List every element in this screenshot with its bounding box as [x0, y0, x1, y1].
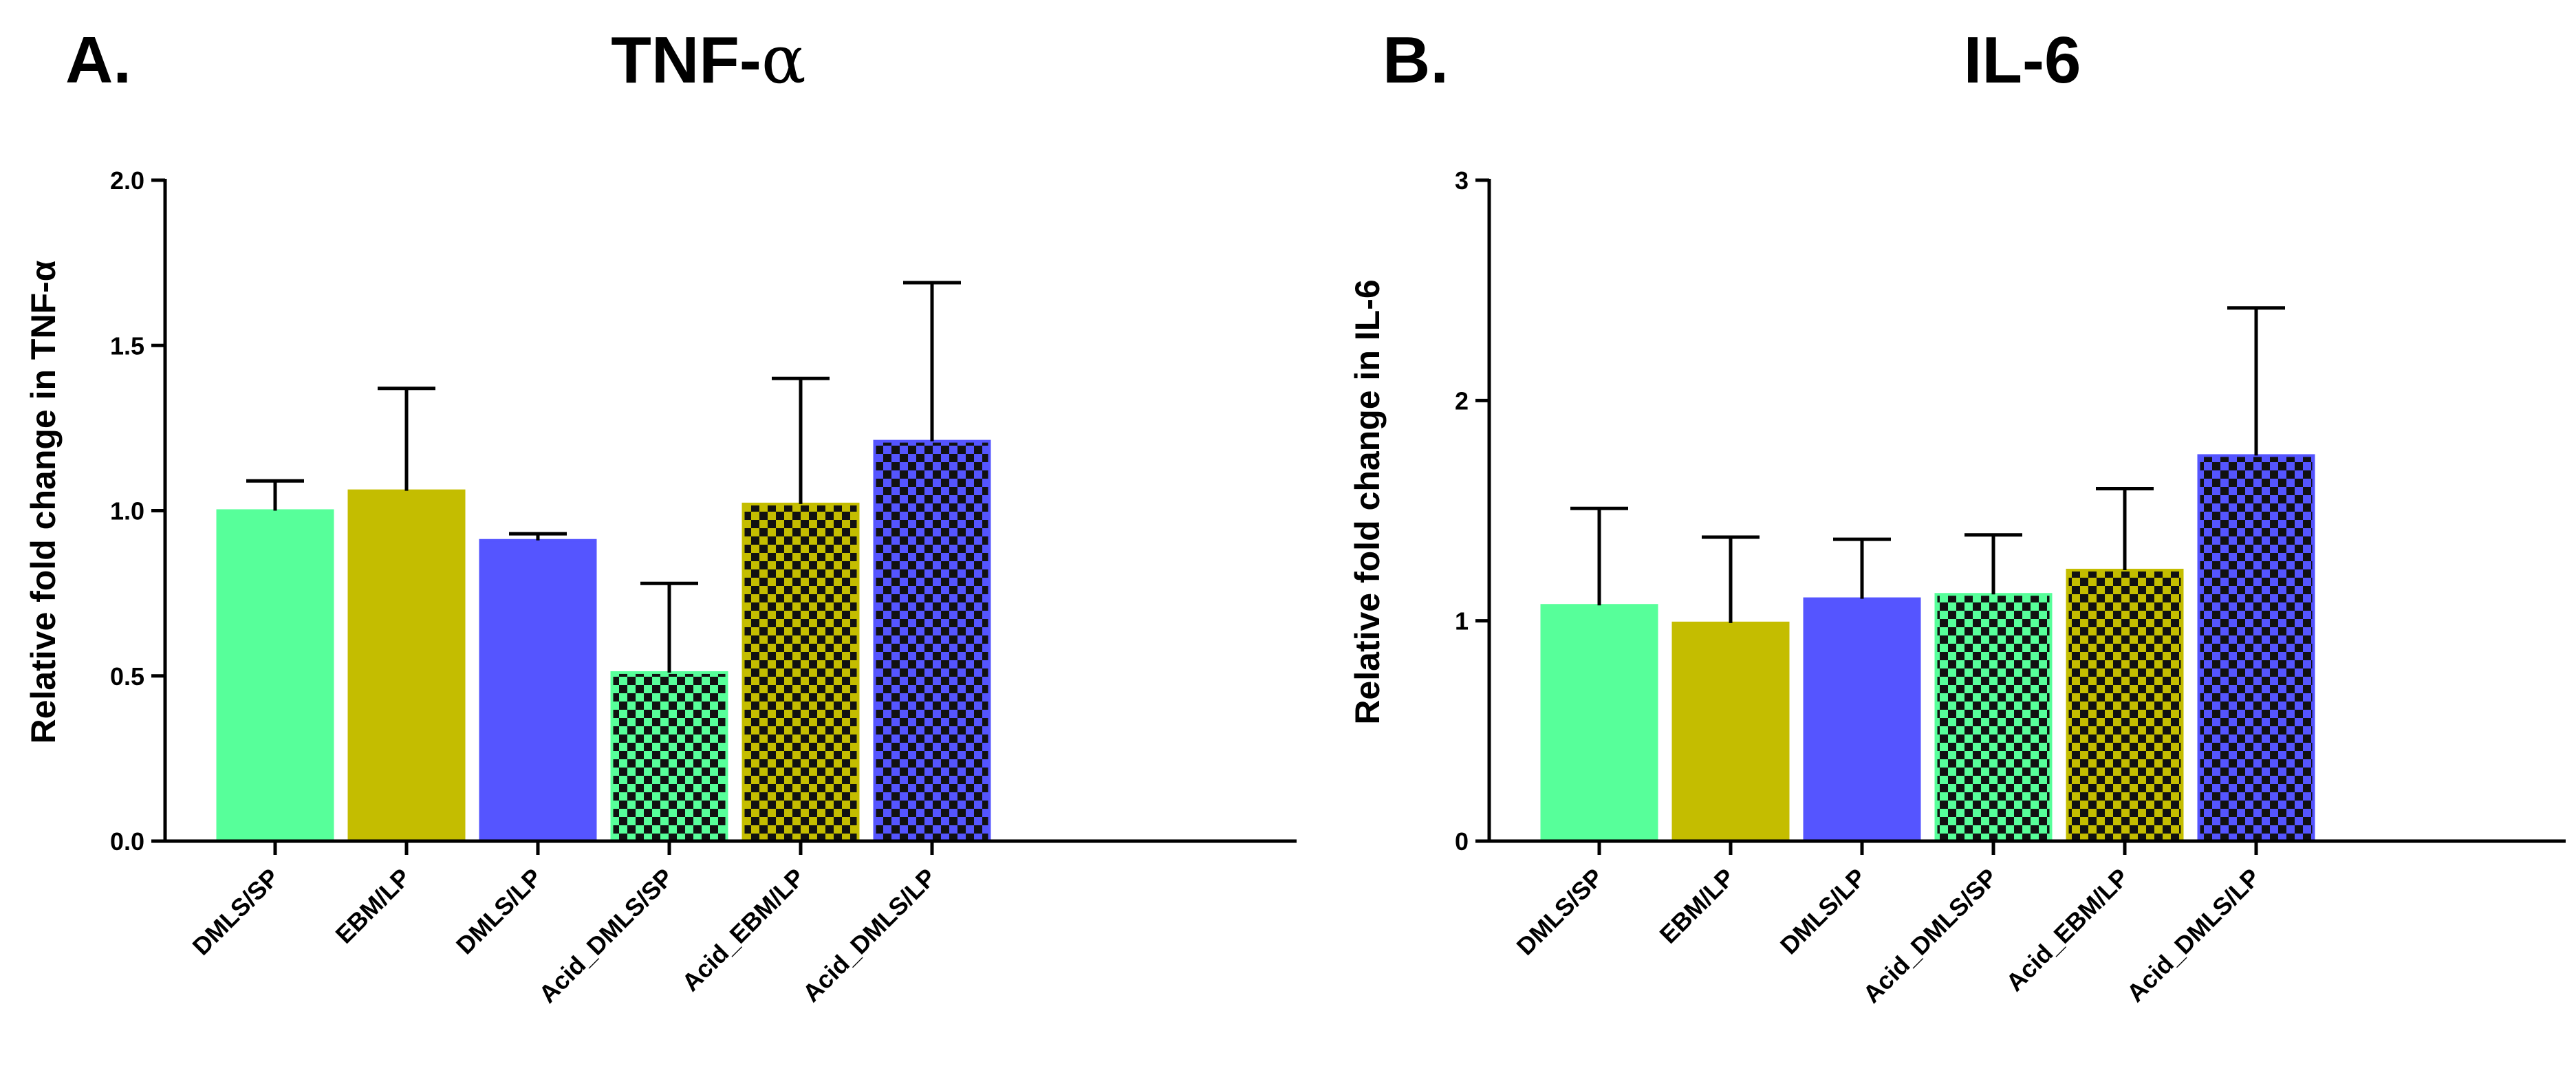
panel-a-y-tick-label-4: 2.0: [110, 166, 144, 195]
panel-b-y-axis-label: Relative fold change in IL-6: [1348, 279, 1387, 724]
panel-a-title: TNF-α: [611, 21, 805, 98]
panel-b-bar-2: [1803, 597, 1921, 843]
panel-b-y-tick-label-3: 3: [1455, 166, 1469, 195]
panel-b-x-tick-label-0: DMLS/SP: [1511, 863, 1609, 961]
panel-a-bar-0: [216, 509, 334, 842]
panel-a-bar-4: [742, 502, 860, 842]
panel-a-x-tick-label-4: Acid_EBM/LP: [676, 863, 810, 997]
panel-a-y-axis-label: Relative fold change in TNF-α: [24, 260, 63, 743]
panel-b-x-tick-label-1: EBM/LP: [1654, 863, 1740, 949]
panel-a-letter: A.: [65, 23, 131, 97]
panel-b-bar-0: [1540, 604, 1658, 842]
panel-b-bar-3: [1934, 593, 2053, 843]
panel-a-y-tick-label-1: 0.5: [110, 662, 144, 690]
panel-b-bar-1: [1671, 621, 1790, 842]
panel-a-x-tick-label-2: DMLS/LP: [451, 863, 548, 960]
panel-a-x-tick-label-3: Acid_DMLS/SP: [533, 863, 678, 1008]
panel-a-x-tick-label-1: EBM/LP: [329, 863, 415, 949]
panel-a-y-tick-label-0: 0.0: [110, 827, 144, 856]
panel-a-y-tick-label-2: 1.0: [110, 497, 144, 525]
panel-b-y-tick-label-0: 0: [1455, 827, 1469, 856]
panel-a-x-tick-label-5: Acid_DMLS/LP: [797, 863, 942, 1008]
panel-a-bar-3: [610, 671, 728, 842]
panel-b-bar-4: [2066, 568, 2184, 842]
panel-b-x-tick-label-4: Acid_EBM/LP: [2000, 863, 2134, 997]
panel-b-title: IL-6: [1964, 23, 2081, 97]
panel-b-bar-5: [2197, 454, 2315, 842]
panel-a-bar-5: [873, 439, 991, 842]
panel-a-y-tick-label-3: 1.5: [110, 331, 144, 360]
panel-b-y-tick-label-2: 2: [1455, 387, 1469, 415]
panel-b-x-tick-label-2: DMLS/LP: [1775, 863, 1872, 960]
panel-b-y-tick-label-1: 1: [1455, 607, 1469, 635]
panel-a: A. TNF-α Relative fold change in TNF-α 0…: [24, 21, 1297, 1008]
panel-a-x-tick-label-0: DMLS/SP: [187, 863, 285, 961]
panel-b-letter: B.: [1383, 23, 1449, 97]
panel-b-x-tick-label-3: Acid_DMLS/SP: [1857, 863, 2002, 1008]
panel-a-bar-2: [479, 539, 597, 842]
panel-b-x-tick-label-5: Acid_DMLS/LP: [2121, 863, 2266, 1008]
panel-a-bar-1: [347, 489, 466, 842]
panel-b: B. IL-6 Relative fold change in IL-6 0 1 2…: [1348, 23, 2566, 1008]
